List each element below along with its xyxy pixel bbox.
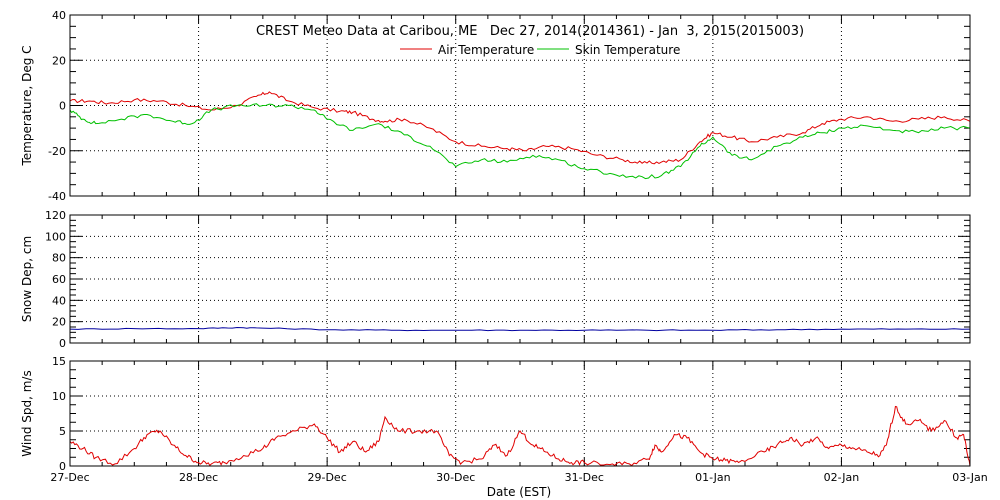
- y-tick-label: 15: [52, 355, 66, 368]
- y-tick-label: 0: [59, 337, 66, 350]
- legend-label: Skin Temperature: [575, 43, 680, 57]
- series-line-panel-3: [69, 405, 971, 467]
- panel-2: 0 20 40 60 80 100 120 Snow Dep, cm: [20, 209, 971, 350]
- x-tick-label: 31-Dec: [565, 471, 604, 484]
- y-tick-label: 60: [52, 273, 66, 286]
- y-tick-label: 10: [52, 390, 66, 403]
- series-line-air-temperature: [69, 91, 971, 165]
- y-tick-label: 40: [52, 294, 66, 307]
- x-tick-label: 02-Jan: [824, 471, 860, 484]
- y-tick-label: 40: [52, 9, 66, 22]
- legend: Air Temperature Skin Temperature: [400, 43, 680, 57]
- y-tick-label: 5: [59, 425, 66, 438]
- x-tick-label: 03-Jan: [952, 471, 988, 484]
- y-tick-label: 100: [45, 230, 66, 243]
- y-tick-label: -40: [48, 190, 66, 203]
- y-tick-label: 20: [52, 54, 66, 67]
- x-axis-label: Date (EST): [487, 485, 551, 499]
- series-line-panel-2: [69, 326, 971, 332]
- chart-title: CREST Meteo Data at Caribou, ME Dec 27, …: [256, 24, 804, 39]
- x-tick-label: 28-Dec: [179, 471, 218, 484]
- panel-3: 0 5 10 15 Wind Spd, m/s: [20, 355, 971, 473]
- y-tick-label: 0: [59, 100, 66, 113]
- y-tick-label: 120: [45, 209, 66, 222]
- legend-label: Air Temperature: [438, 43, 534, 57]
- plot-frame: [69, 360, 971, 467]
- x-tick-label: 27-Dec: [50, 471, 89, 484]
- y-tick-label: 20: [52, 316, 66, 329]
- x-axis-tick-labels: 27-Dec 28-Dec 29-Dec 30-Dec 31-Dec 01-Jan 02-J…: [50, 471, 987, 484]
- y-tick-label: -20: [48, 145, 66, 158]
- x-tick-label: 01-Jan: [695, 471, 731, 484]
- y-axis-label: Snow Dep, cm: [20, 236, 34, 322]
- y-tick-label: 80: [52, 252, 66, 265]
- y-axis-label: Temperature, Deg C: [20, 45, 34, 166]
- panel-1: -40 -20 0 20 40 Temperature, Deg C: [20, 9, 971, 203]
- y-tick-label: 0: [59, 460, 66, 473]
- plot-frame: [69, 214, 971, 344]
- series-line-skin-temperature: [69, 103, 971, 180]
- x-tick-label: 29-Dec: [308, 471, 347, 484]
- x-tick-label: 30-Dec: [436, 471, 475, 484]
- plot-frame: [69, 14, 971, 197]
- y-axis-label: Wind Spd, m/s: [20, 370, 34, 456]
